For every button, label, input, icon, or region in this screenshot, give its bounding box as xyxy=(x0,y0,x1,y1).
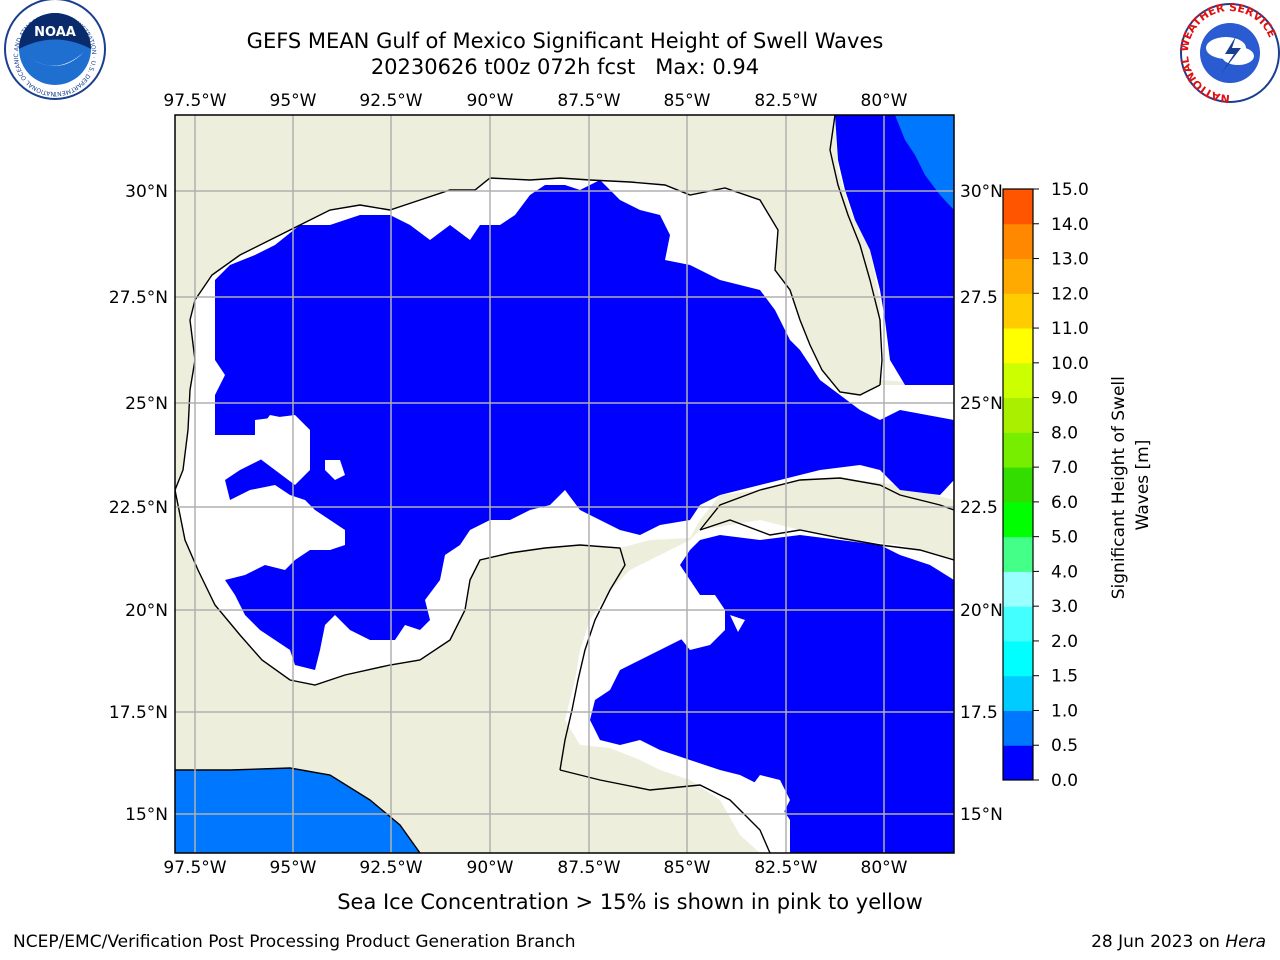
colorbar-segment xyxy=(1003,293,1033,329)
colorbar-segment xyxy=(1003,536,1033,572)
footer-left: NCEP/EMC/Verification Post Processing Pr… xyxy=(13,932,576,952)
lat-label: 25°N xyxy=(125,394,168,414)
lat-label: 20°N xyxy=(125,601,168,621)
colorbar-tick-label: 15.0 xyxy=(1051,180,1089,200)
colorbar-label: Significant Height of Swell Waves [m] xyxy=(1109,371,1153,600)
lat-labels-left: 30°N 27.5°N 25°N 22.5°N 20°N 17.5°N 15°N xyxy=(109,182,168,825)
swell-0-0.5-caribbean xyxy=(590,535,954,853)
colorbar-tick-label: 7.0 xyxy=(1051,458,1078,478)
lat-label: 20°N xyxy=(960,601,1003,621)
colorbar-segment xyxy=(1003,189,1033,225)
colorbar-tick-label: 3.0 xyxy=(1051,597,1078,617)
lon-label: 87.5°W xyxy=(557,91,620,111)
chart-title: GEFS MEAN Gulf of Mexico Significant Hei… xyxy=(246,29,884,53)
lon-label: 90°W xyxy=(467,91,514,111)
lon-label: 80°W xyxy=(861,858,908,878)
colorbar-segment xyxy=(1003,397,1033,433)
map-border xyxy=(174,114,955,854)
lat-label: 15°N xyxy=(125,805,168,825)
lon-label: 82.5°W xyxy=(754,91,817,111)
footer-host: Hera xyxy=(1225,932,1266,952)
lat-label: 17.5°N xyxy=(109,703,168,723)
lon-label: 82.5°W xyxy=(754,858,817,878)
lon-label: 95°W xyxy=(270,858,317,878)
colorbar-tick-label: 6.0 xyxy=(1051,493,1078,513)
lon-label: 80°W xyxy=(861,91,908,111)
colorbar-segment xyxy=(1003,571,1033,607)
lat-label: 22.5°N xyxy=(109,498,168,518)
footer-date: 28 Jun 2023 on xyxy=(1091,932,1226,952)
colorbar-tick-label: 14.0 xyxy=(1051,215,1089,235)
lat-label: 17.5 xyxy=(960,703,998,723)
colorbar-segment xyxy=(1003,362,1033,399)
colorbar-tick-label: 4.0 xyxy=(1051,562,1078,582)
colorbar-segment xyxy=(1003,258,1033,294)
lat-label: 30°N xyxy=(960,182,1003,202)
sea-ice-caption: Sea Ice Concentration > 15% is shown in … xyxy=(337,890,923,914)
lon-label: 90°W xyxy=(467,858,514,878)
noaa-logo: NATIONAL OCEANIC AND ATMOSPHERIC ADMINIS… xyxy=(0,0,106,100)
colorbar-tick-label: 5.0 xyxy=(1051,528,1078,548)
colorbar: 0.0 0.5 1.0 1.5 2.0 3.0 4.0 5.0 6.0 7.0 8.0 9.0 10.0… xyxy=(1002,180,1089,791)
noaa-logo-text: NOAA xyxy=(34,25,76,40)
lat-label: 25°N xyxy=(960,394,1003,414)
colorbar-tick-label: 1.5 xyxy=(1051,667,1078,687)
swell-0.5-1.0-atlantic xyxy=(895,115,954,210)
colorbar-segment xyxy=(1003,467,1033,503)
footer-right: 28 Jun 2023 on Hera xyxy=(1091,932,1266,952)
lat-label: 30°N xyxy=(125,182,168,202)
colorbar-segment xyxy=(1003,606,1033,642)
graticule xyxy=(175,115,954,853)
colorbar-segment xyxy=(1003,710,1033,746)
lon-label: 92.5°W xyxy=(359,858,422,878)
colorbar-tick-label: 12.0 xyxy=(1051,284,1089,304)
lon-label: 97.5°W xyxy=(163,91,226,111)
colorbar-segment xyxy=(1003,432,1033,468)
colorbar-tick-label: 10.0 xyxy=(1051,354,1089,374)
swell-0-0.5-gulf xyxy=(215,180,954,670)
lon-labels-bottom: 97.5°W 95°W 92.5°W 90°W 87.5°W 85°W 82.5… xyxy=(163,858,907,878)
colorbar-tick-label: 0.0 xyxy=(1051,771,1078,791)
colorbar-tick-label: 9.0 xyxy=(1051,389,1078,409)
lon-labels-top: 97.5°W 95°W 92.5°W 90°W 87.5°W 85°W 82.5… xyxy=(163,91,907,111)
colorbar-tick-label: 1.0 xyxy=(1051,701,1078,721)
lon-label: 97.5°W xyxy=(163,858,226,878)
colorbar-tick-label: 11.0 xyxy=(1051,319,1089,339)
lat-labels-right: 30°N 27.5 25°N 22.5 20°N 17.5 15°N xyxy=(960,182,1003,825)
colorbar-segment xyxy=(1003,501,1033,538)
pacific-water xyxy=(175,768,420,853)
colorbar-tick-label: 2.0 xyxy=(1051,632,1078,652)
lat-label: 15°N xyxy=(960,805,1003,825)
chart-subtitle: 20230626 t00z 072h fcst Max: 0.94 xyxy=(370,55,760,79)
nws-logo: NATIONAL WEATHER SERVICE xyxy=(1178,1,1280,105)
lon-label: 85°W xyxy=(664,91,711,111)
colorbar-segment xyxy=(1003,745,1033,781)
map-area xyxy=(175,115,954,853)
colorbar-tick-label: 13.0 xyxy=(1051,250,1089,270)
lat-label: 27.5°N xyxy=(109,288,168,308)
swell-0-0.5-atlantic xyxy=(835,115,954,385)
lon-label: 92.5°W xyxy=(359,91,422,111)
lat-label: 27.5 xyxy=(960,288,998,308)
lat-label: 22.5 xyxy=(960,498,998,518)
colorbar-segment xyxy=(1003,675,1033,711)
colorbar-segment xyxy=(1003,223,1033,260)
colorbar-segment xyxy=(1003,640,1033,677)
lon-label: 85°W xyxy=(664,858,711,878)
lon-label: 95°W xyxy=(270,91,317,111)
colorbar-frame xyxy=(1002,188,1034,781)
lon-label: 87.5°W xyxy=(557,858,620,878)
colorbar-tick-label: 0.5 xyxy=(1051,736,1078,756)
colorbar-segment xyxy=(1003,328,1033,364)
colorbar-tick-label: 8.0 xyxy=(1051,423,1078,443)
